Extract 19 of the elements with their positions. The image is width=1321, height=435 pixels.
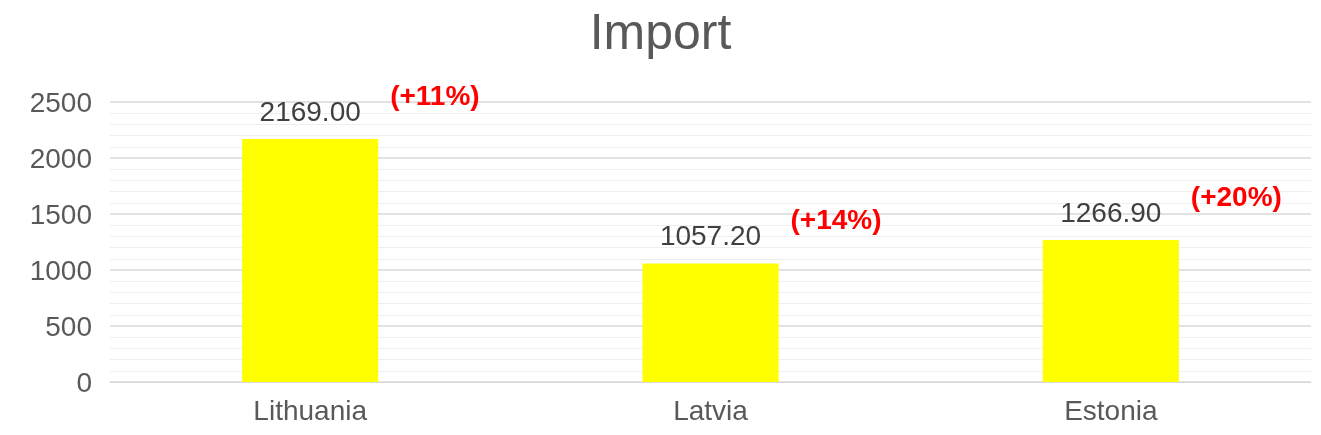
data-label: 2169.00 bbox=[259, 95, 361, 127]
bar bbox=[642, 263, 779, 382]
x-tick-label: Lithuania bbox=[253, 394, 368, 426]
y-tick-label: 1000 bbox=[29, 254, 92, 286]
bar bbox=[242, 139, 379, 382]
x-tick-label: Estonia bbox=[1064, 394, 1158, 426]
chart-title: Import bbox=[589, 4, 732, 60]
y-tick-label: 0 bbox=[76, 366, 92, 398]
data-label: 1057.20 bbox=[659, 220, 762, 252]
annotation: (+20%) bbox=[1190, 180, 1282, 212]
data-label: 1266.90 bbox=[1060, 196, 1162, 228]
annotation: (+11%) bbox=[390, 79, 480, 111]
y-tick-label: 1500 bbox=[29, 198, 92, 230]
y-tick-label: 2500 bbox=[29, 86, 92, 118]
y-tick-label: 2000 bbox=[29, 142, 92, 174]
y-tick-label: 500 bbox=[45, 310, 92, 342]
annotation: (+14%) bbox=[790, 204, 882, 236]
x-tick-label: Latvia bbox=[673, 394, 749, 426]
bar bbox=[1042, 240, 1179, 382]
